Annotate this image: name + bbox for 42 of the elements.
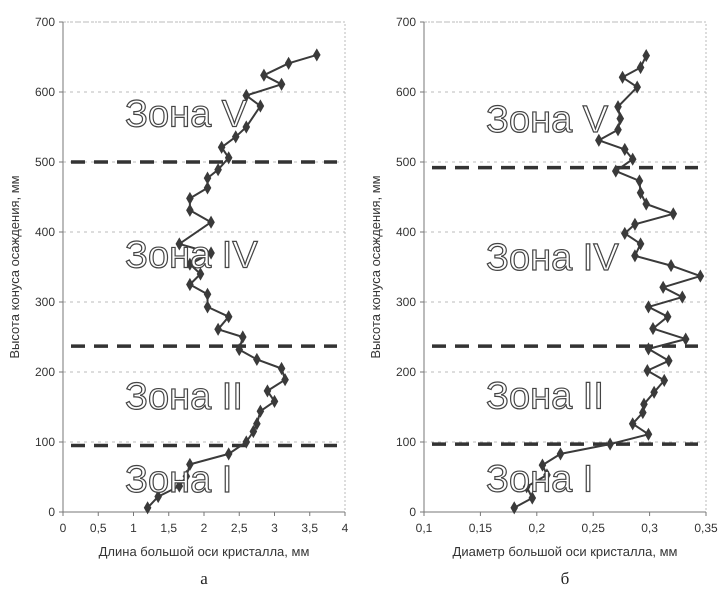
annotation: Зона V <box>486 98 609 141</box>
y-tick-label: 500 <box>396 155 416 170</box>
x-tick-label: 4 <box>342 521 349 535</box>
text: б <box>560 569 570 588</box>
annotation: Зона V <box>125 93 248 136</box>
y-tick-label: 300 <box>396 295 416 310</box>
x-tick-label: 0 <box>60 521 67 535</box>
x-tick-label: 1 <box>130 521 138 535</box>
x-tick-label: 2 <box>200 521 208 535</box>
x-tick-label: 1,5 <box>160 521 178 535</box>
x-tick-label: 3,5 <box>301 521 318 535</box>
x-axis-title: Диаметр большой оси кристалла, мм <box>452 544 678 559</box>
x-axis-title: Длина большой оси кристалла, мм <box>98 544 310 559</box>
y-axis-title: Высота конуса осаждения, мм <box>368 175 383 359</box>
y-tick-label: 100 <box>34 435 56 450</box>
y-tick-label: 0 <box>409 505 416 520</box>
y-tick-label: 100 <box>396 435 416 450</box>
y-tick-label: 200 <box>34 365 56 380</box>
x-tick-label: 0,5 <box>90 521 107 535</box>
x-tick-label: 2,5 <box>230 521 248 535</box>
y-tick-label: 700 <box>34 15 56 30</box>
y-tick-label: 500 <box>34 155 56 170</box>
y-tick-label: 0 <box>48 505 56 520</box>
y-tick-label: 200 <box>396 365 416 380</box>
x-tick-label: 0,25 <box>582 521 606 535</box>
x-tick-label: 0,35 <box>694 521 718 535</box>
y-tick-label: 300 <box>34 295 56 310</box>
annotation: Зона IV <box>486 237 620 280</box>
x-tick-label: 0,3 <box>641 521 658 535</box>
y-tick-label: 400 <box>396 225 416 240</box>
y-axis-title: Высота конуса осаждения, мм <box>7 175 22 359</box>
text: а <box>200 569 208 588</box>
y-tick-label: 600 <box>396 85 416 100</box>
x-tick-label: 0,2 <box>528 521 546 535</box>
y-tick-label: 700 <box>396 15 416 30</box>
x-tick-label: 0,15 <box>468 521 492 535</box>
y-tick-label: 400 <box>34 225 56 240</box>
annotation: Зона II <box>486 375 604 418</box>
x-tick-label: 0,1 <box>416 521 433 535</box>
x-tick-label: 3 <box>271 521 278 535</box>
annotation: Зона II <box>125 376 243 418</box>
y-tick-label: 600 <box>34 85 56 100</box>
